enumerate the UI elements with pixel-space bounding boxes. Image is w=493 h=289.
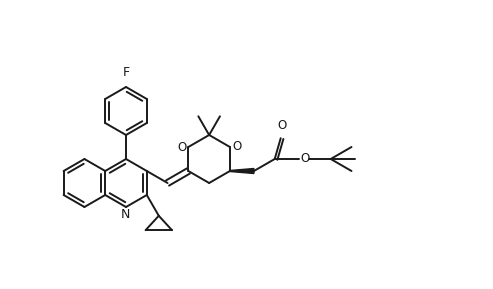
Text: F: F xyxy=(122,66,130,79)
Text: O: O xyxy=(177,140,186,153)
Text: O: O xyxy=(232,140,241,153)
Polygon shape xyxy=(230,168,254,173)
Text: N: N xyxy=(120,208,130,221)
Text: O: O xyxy=(277,119,286,132)
Text: O: O xyxy=(301,153,310,166)
